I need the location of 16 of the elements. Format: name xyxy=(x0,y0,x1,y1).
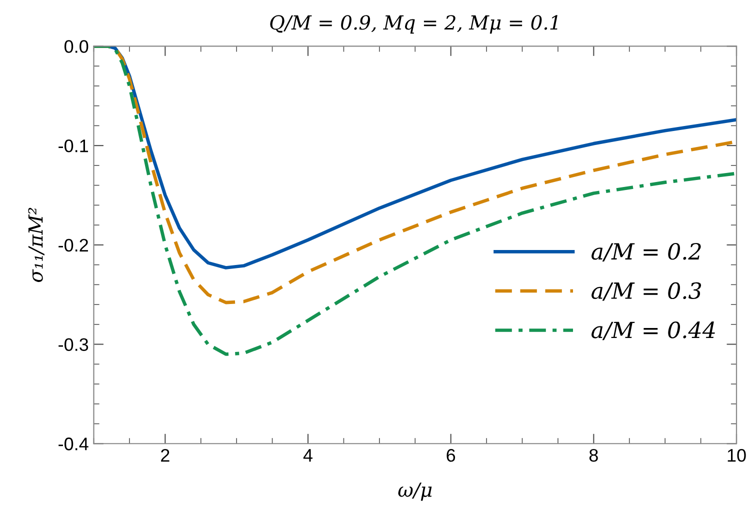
y-tick-label: 0.0 xyxy=(64,40,88,53)
x-tick-label: 6 xyxy=(446,448,456,462)
y-tick-label: -0.2 xyxy=(58,238,88,252)
legend-label: a/M = 0.2 xyxy=(592,242,701,262)
y-tick-label: -0.4 xyxy=(58,438,88,450)
x-tick-label: 10 xyxy=(728,448,746,462)
x-tick-label: 4 xyxy=(303,449,312,462)
x-axis-title: ω/μ xyxy=(398,482,432,501)
x-tick-label: 2 xyxy=(161,448,170,462)
x-tick-label: 8 xyxy=(589,448,598,462)
y-axis-title: σ₁₁/πM² xyxy=(28,208,44,282)
y-tick-label: -0.1 xyxy=(58,139,88,152)
legend-label: a/M = 0.44 xyxy=(592,322,715,340)
y-tick-label: -0.3 xyxy=(58,338,88,351)
legend-label: a/M = 0.3 xyxy=(592,282,702,301)
chart-title: Q/M = 0.9, Mq = 2, Mμ = 0.1 xyxy=(270,15,558,34)
